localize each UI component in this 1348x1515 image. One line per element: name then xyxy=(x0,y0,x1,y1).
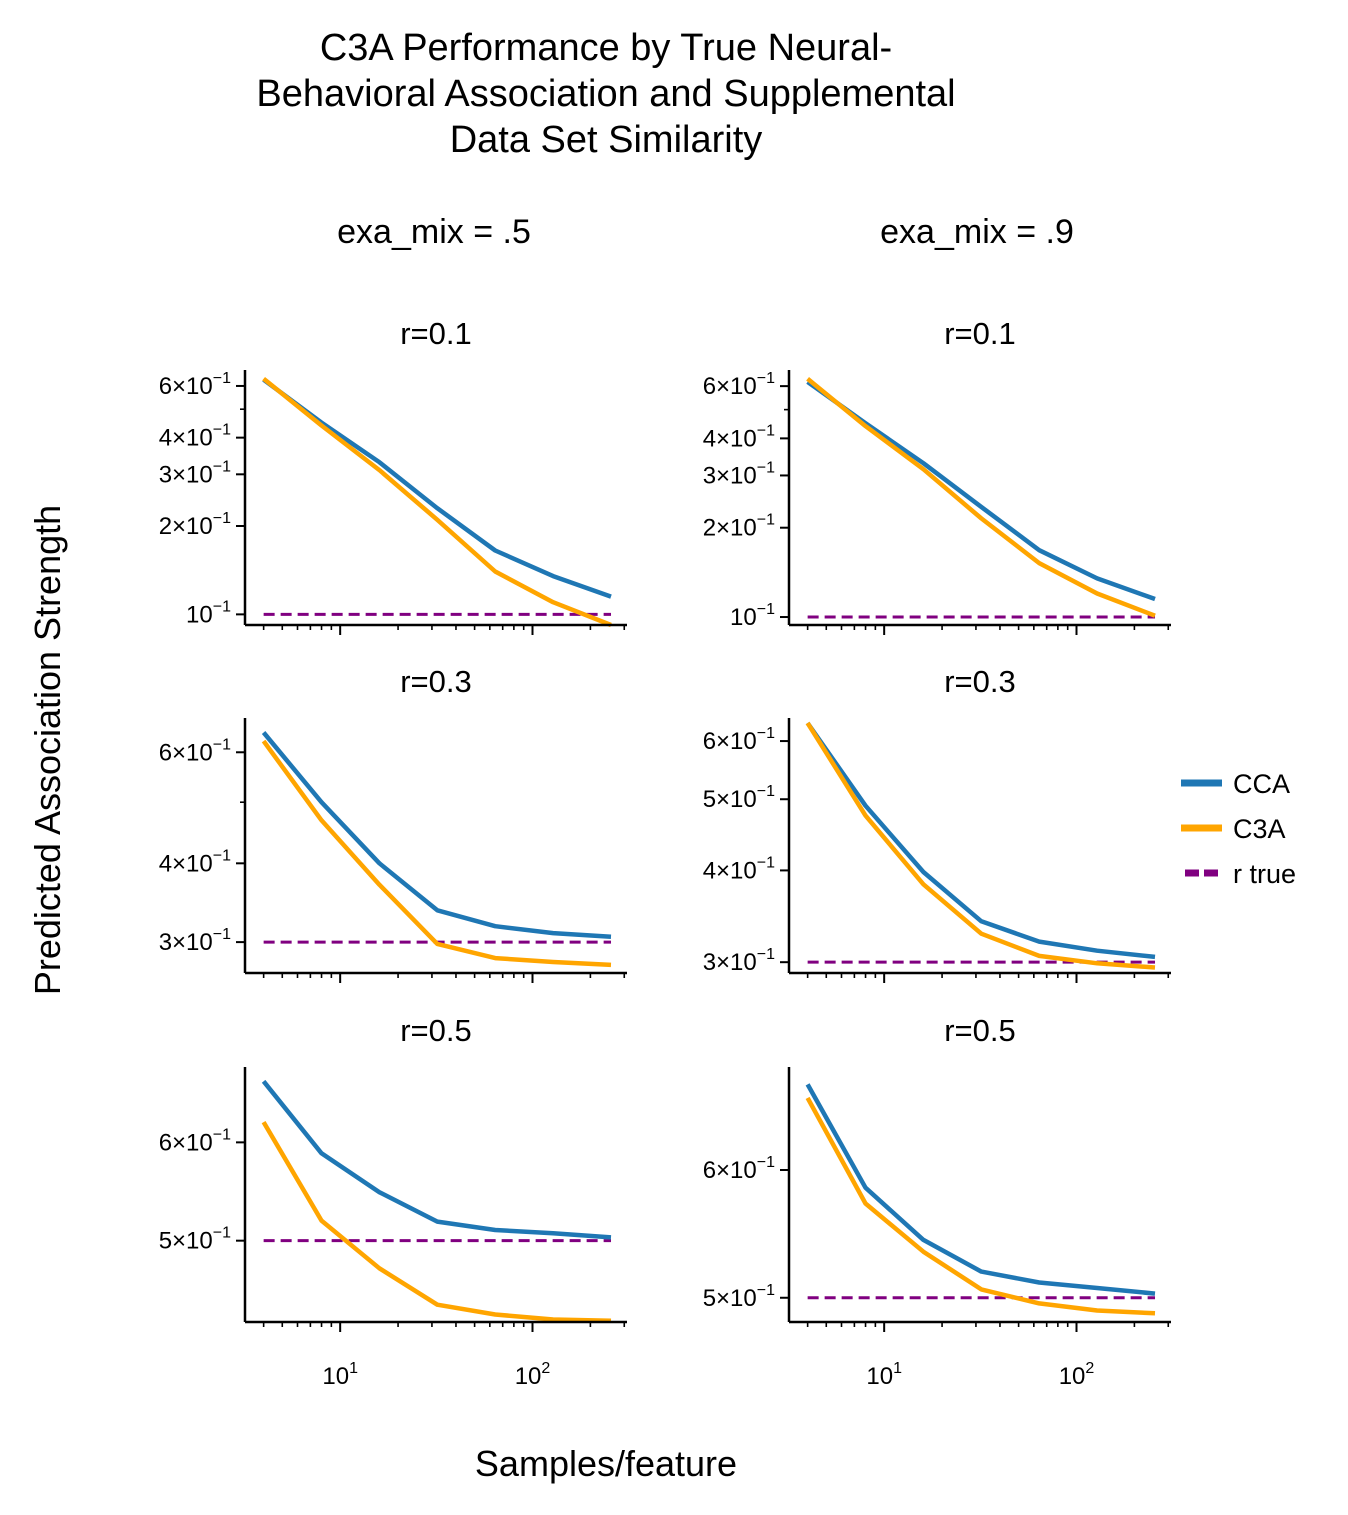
y-tick-label: 5×10−1 xyxy=(703,783,775,813)
column-title-exa-mix-09: exa_mix = .9 xyxy=(880,213,1074,251)
c3a-line xyxy=(805,1096,1156,1316)
panel-title: r=0.1 xyxy=(400,316,472,351)
y-tick-label: 4×10−1 xyxy=(159,847,231,877)
legend-label: C3A xyxy=(1233,814,1286,844)
y-axis-label: Predicted Association Strength xyxy=(27,505,68,995)
panel-title: r=0.5 xyxy=(944,1013,1016,1048)
y-tick-label: 10−1 xyxy=(186,598,231,628)
panel-title: r=0.5 xyxy=(400,1013,472,1048)
panel-1: r=0.1 6×10−1 4×10−1 3×10−1 2×10−1 10−1 xyxy=(159,316,627,635)
y-tick-label: 6×10−1 xyxy=(703,1154,775,1184)
x-tick-label: 101 xyxy=(866,1360,902,1390)
figure-title: C3A Performance by True Neural- Behavior… xyxy=(256,27,955,161)
y-tick-label: 3×10−1 xyxy=(159,926,231,956)
y-tick-label: 3×10−1 xyxy=(703,459,775,489)
y-tick-label: 3×10−1 xyxy=(159,458,231,488)
y-tick-label: 10−1 xyxy=(730,601,775,631)
y-tick-label: 4×10−1 xyxy=(159,422,231,452)
x-axis-label: Samples/feature xyxy=(475,1443,737,1484)
x-tick-label: 102 xyxy=(1059,1360,1095,1390)
x-tick-label: 101 xyxy=(322,1360,358,1390)
panel-title: r=0.3 xyxy=(400,664,472,699)
panel-6: r=0.5 6×10−1 5×10−1 101 102 xyxy=(703,1013,1171,1390)
y-tick-label: 6×10−1 xyxy=(159,736,231,766)
c3a-line xyxy=(262,376,612,628)
legend-item-cca: CCA xyxy=(1181,769,1290,799)
legend-item-c3a: C3A xyxy=(1181,814,1286,844)
cca-line xyxy=(262,377,612,599)
panel-4: r=0.3 6×10−1 5×10−1 4×10−1 3×10−1 xyxy=(703,664,1171,983)
legend: CCA C3A r true xyxy=(1181,769,1296,889)
panel-title: r=0.3 xyxy=(944,664,1016,699)
legend-item-r-true: r true xyxy=(1185,859,1296,889)
y-tick-label: 4×10−1 xyxy=(703,422,775,452)
panel-5: r=0.5 6×10−1 5×10−1 101 102 xyxy=(159,1013,627,1390)
figure-title-line-1: C3A Performance by True Neural- xyxy=(320,27,892,69)
y-tick-label: 4×10−1 xyxy=(703,854,775,884)
y-tick-label: 6×10−1 xyxy=(703,725,775,755)
legend-label: r true xyxy=(1233,859,1296,889)
y-tick-label: 6×10−1 xyxy=(703,370,775,400)
c3a-line xyxy=(261,739,612,968)
y-tick-label: 3×10−1 xyxy=(703,946,775,976)
y-tick-label: 2×10−1 xyxy=(159,510,231,540)
y-tick-label: 6×10−1 xyxy=(159,1126,231,1156)
y-tick-label: 6×10−1 xyxy=(159,370,231,400)
figure-title-line-3: Data Set Similarity xyxy=(450,119,763,161)
y-tick-label: 2×10−1 xyxy=(703,512,775,542)
panels: r=0.1 6×10−1 4×10−1 3×10−1 2×10−1 10−1 r=0.1 6×… xyxy=(159,316,1171,1390)
x-tick-label: 102 xyxy=(515,1360,551,1390)
column-title-exa-mix-05: exa_mix = .5 xyxy=(337,213,531,251)
c3a-line xyxy=(806,377,1156,618)
cca-line xyxy=(261,1079,612,1240)
panel-3: r=0.3 6×10−1 4×10−1 3×10−1 xyxy=(159,664,627,983)
c3a-line xyxy=(261,1120,612,1323)
panel-title: r=0.1 xyxy=(944,316,1016,351)
panel-2: r=0.1 6×10−1 4×10−1 3×10−1 2×10−1 10−1 xyxy=(703,316,1171,635)
y-tick-label: 5×10−1 xyxy=(159,1225,231,1255)
y-tick-label: 5×10−1 xyxy=(703,1282,775,1312)
cca-line xyxy=(805,1083,1156,1296)
cca-line xyxy=(261,731,612,939)
figure-title-line-2: Behavioral Association and Supplemental xyxy=(256,73,955,115)
cca-line xyxy=(805,721,1156,960)
c3a-line xyxy=(805,721,1156,970)
legend-label: CCA xyxy=(1233,769,1290,799)
